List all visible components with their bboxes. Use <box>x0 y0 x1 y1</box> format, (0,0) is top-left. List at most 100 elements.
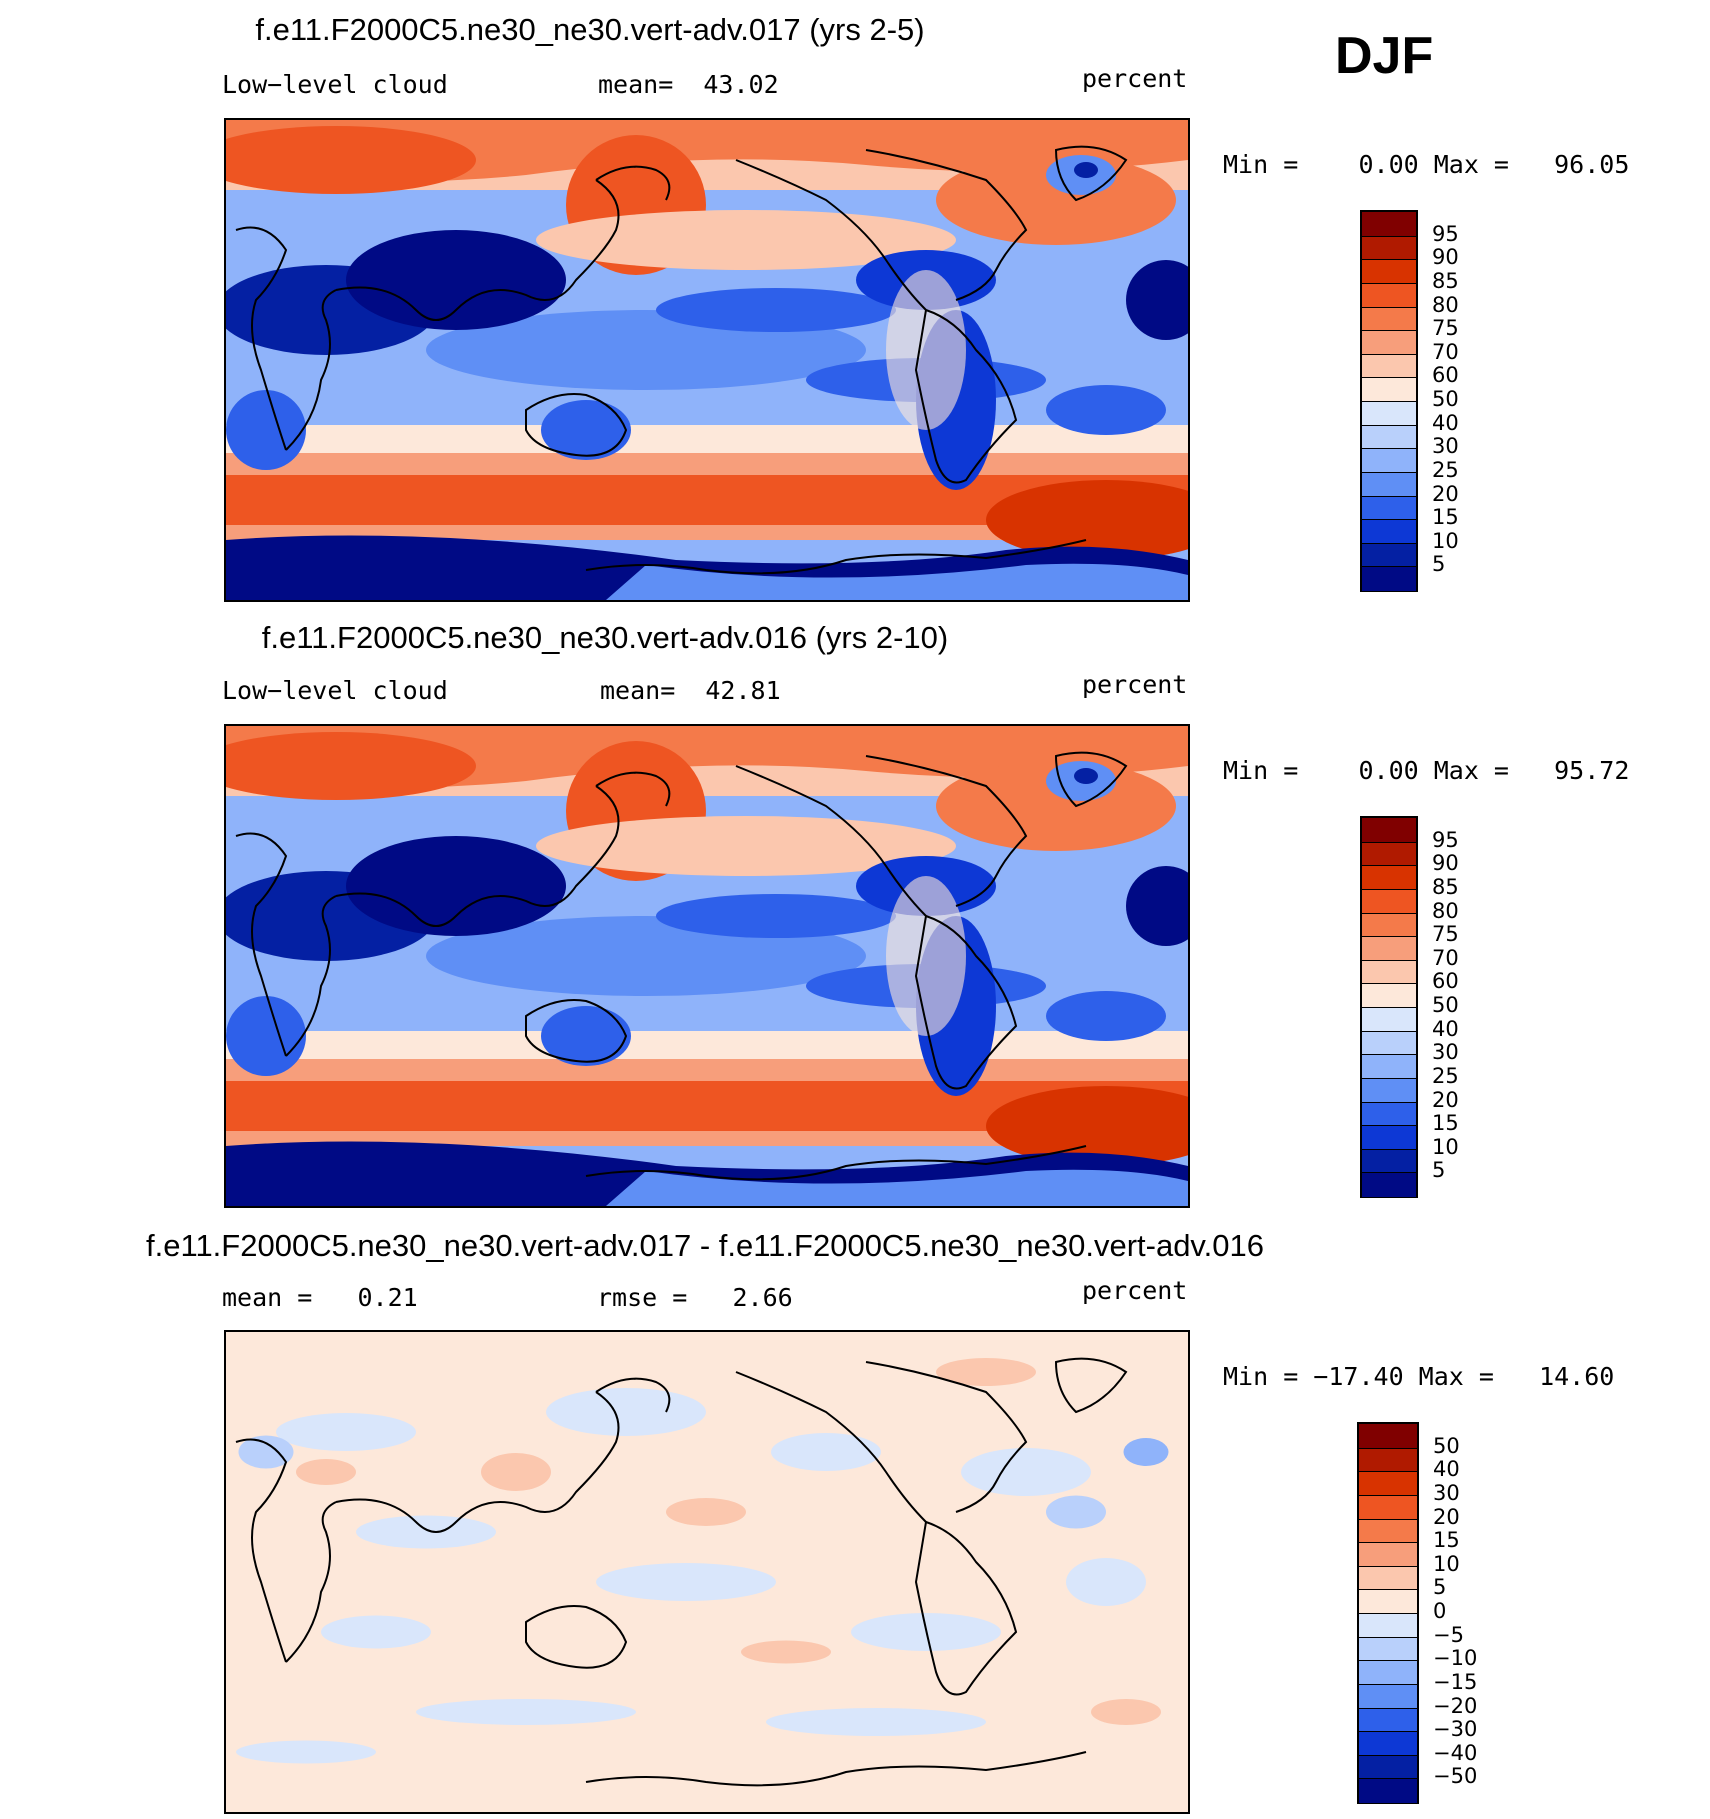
panel1-map <box>224 118 1190 602</box>
coastline <box>335 1391 620 1533</box>
colorbar-swatch <box>1362 471 1416 497</box>
coastline <box>914 308 1018 484</box>
sahara-clear <box>1126 866 1188 946</box>
colorbar-tick-label: 80 <box>1432 292 1459 317</box>
colorbar-swatch <box>1362 818 1416 842</box>
sahara-clear <box>1126 260 1188 340</box>
colorbar-swatch <box>1362 936 1416 961</box>
difference-patch <box>766 1708 986 1736</box>
difference-patch <box>356 1515 496 1549</box>
colorbar-tick-label: −40 <box>1433 1740 1478 1765</box>
coastline <box>735 159 927 311</box>
season-label: DJF <box>1335 27 1434 85</box>
colorbar-swatch <box>1362 542 1416 568</box>
panel3-min-max: Min = −17.40 Max = 14.60 <box>1223 1362 1615 1391</box>
colorbar-tick-label: 70 <box>1432 945 1459 970</box>
colorbar-swatch <box>1359 1731 1417 1756</box>
colorbar-tick-label: 90 <box>1432 245 1459 270</box>
colorbar-swatch <box>1362 959 1416 985</box>
colorbar-tick-label: 5 <box>1432 1158 1446 1183</box>
colorbar-swatch <box>1359 1636 1417 1662</box>
southern-africa-low <box>226 390 306 470</box>
coastline <box>525 1605 628 1669</box>
panel2-min-max: Min = 0.00 Max = 95.72 <box>1223 756 1630 785</box>
difference-patch <box>546 1388 706 1436</box>
coastline <box>1054 1357 1128 1414</box>
coastline <box>525 999 628 1063</box>
coastline <box>585 539 1087 575</box>
antarctic-edge <box>606 1169 1188 1206</box>
colorbar-swatch <box>1362 566 1416 591</box>
colorbar-swatch <box>1359 1518 1417 1544</box>
colorbar-swatch <box>1362 377 1416 402</box>
colorbar-tick-label: 75 <box>1432 316 1459 341</box>
colorbar-swatch <box>1362 865 1416 890</box>
colorbar-tick-label: 40 <box>1432 1016 1459 1041</box>
coastline <box>285 289 337 451</box>
coastline <box>235 832 288 1057</box>
coastline <box>285 1501 337 1663</box>
colorbar-swatch <box>1362 495 1416 521</box>
equatorial-pacific-low <box>656 288 896 332</box>
difference-patch <box>416 1699 636 1725</box>
colorbar-swatch <box>1359 1707 1417 1733</box>
panel1-variable-label: Low−level cloud <box>222 70 448 99</box>
south-atlantic-cloud <box>986 480 1188 560</box>
difference-patch <box>1046 1495 1106 1529</box>
colorbar-swatch <box>1362 888 1416 914</box>
greenland-core <box>1074 162 1098 178</box>
coastline <box>595 1377 671 1413</box>
colorbar-swatch <box>1362 1007 1416 1032</box>
difference-patch <box>771 1433 881 1471</box>
panel2-title: f.e11.F2000C5.ne30_ne30.vert-adv.016 (yr… <box>261 620 949 655</box>
panel3-mean-label: mean = 0.21 <box>222 1283 418 1312</box>
colorbar-tick-label: 15 <box>1433 1528 1460 1553</box>
colorbar-swatch <box>1359 1494 1417 1520</box>
south-atlantic-low <box>1046 385 1166 435</box>
difference-patch <box>296 1459 356 1485</box>
colorbar-tick-label: 30 <box>1432 1040 1459 1065</box>
panel1-title: f.e11.F2000C5.ne30_ne30.vert-adv.017 (yr… <box>255 12 925 47</box>
coastline <box>735 1371 927 1523</box>
colorbar-tick-label: 40 <box>1432 410 1459 435</box>
difference-patch <box>321 1615 431 1649</box>
antarctic-edge <box>606 563 1188 600</box>
colorbar-swatch <box>1359 1424 1417 1448</box>
north-atlantic-cloud <box>226 126 476 194</box>
colorbar-tick-label: 50 <box>1433 1433 1460 1458</box>
colorbar-swatch <box>1362 306 1416 332</box>
panel1-min-max: Min = 0.00 Max = 96.05 <box>1223 150 1630 179</box>
colorbar-swatch <box>1362 448 1416 473</box>
stratocumulus-west-coast <box>886 270 966 430</box>
coastline <box>335 179 620 321</box>
coastline <box>865 1361 1028 1513</box>
colorbar-tick-label: 75 <box>1432 922 1459 947</box>
colorbar-tick-label: 90 <box>1432 851 1459 876</box>
coastline <box>865 149 1028 301</box>
colorbar-tick-label: 10 <box>1433 1551 1460 1576</box>
coastline <box>585 1145 1087 1181</box>
colorbar-swatch <box>1362 912 1416 938</box>
colorbar-tick-label: 20 <box>1432 481 1459 506</box>
colorbar-swatch <box>1359 1447 1417 1473</box>
colorbar-tick-label: −50 <box>1433 1764 1478 1789</box>
colorbar-swatch <box>1362 1077 1416 1103</box>
colorbar-tick-label: 30 <box>1432 434 1459 459</box>
colorbar-tick-label: 95 <box>1432 221 1459 246</box>
colorbar-tick-label: 20 <box>1433 1504 1460 1529</box>
colorbar-tick-label: 70 <box>1432 339 1459 364</box>
panel3-map-field <box>226 1332 1188 1812</box>
colorbar-tick-label: 50 <box>1432 387 1459 411</box>
north-atlantic-east-cloud <box>936 761 1176 851</box>
colorbar-tick-label: −15 <box>1433 1669 1478 1694</box>
panel2-units-label: percent <box>1082 670 1188 699</box>
stratocumulus-west-coast <box>886 876 966 1036</box>
colorbar-tick-label: −5 <box>1433 1622 1464 1647</box>
colorbar-tick-label: 25 <box>1432 457 1459 482</box>
south-asia-clear <box>346 836 566 936</box>
north-atlantic-east-cloud <box>936 155 1176 245</box>
colorbar-tick-label: 10 <box>1432 1134 1459 1159</box>
southern-africa-low <box>226 996 306 1076</box>
southern-transition <box>226 1031 1188 1059</box>
colorbar-swatch <box>1359 1589 1417 1614</box>
